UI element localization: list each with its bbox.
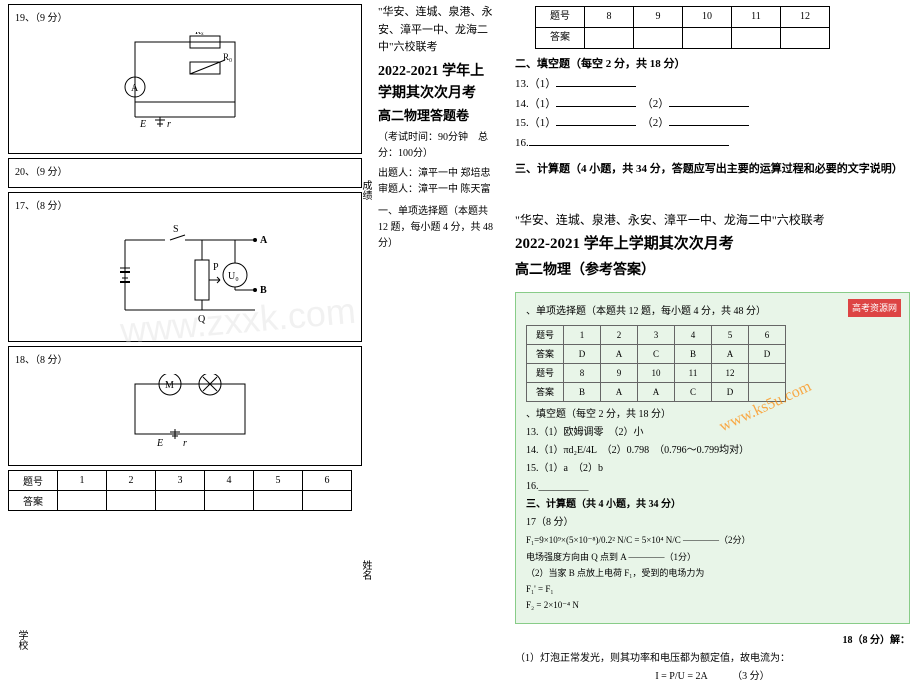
q19-label: 19、（9 分） <box>15 9 355 24</box>
q17-label: 17、（8 分） <box>15 197 355 212</box>
svg-text:r: r <box>167 119 171 130</box>
circuit-17: S A P Q U₀ B <box>15 220 355 333</box>
svg-text:M: M <box>165 380 174 391</box>
vlabel-school: 学校 <box>14 630 29 650</box>
svg-text:E: E <box>139 119 146 130</box>
exam-subject: 高二物理答题卷 <box>378 106 496 127</box>
ans-17-4: F₁' = F₁ <box>526 581 899 597</box>
circuit-18: M E r <box>15 374 355 457</box>
answer-sheet-left: 19、（9 分） A Rₓ R₀ E r 20、（9 <box>0 0 370 651</box>
question-20-box: 20、（9 分） <box>8 158 362 188</box>
top-answer-table: 题号 8 9 10 11 12 答案 <box>535 6 830 49</box>
svg-text:P: P <box>213 262 219 273</box>
answer-title: 2022-2021 学年上学期其次次月考 <box>515 231 910 258</box>
ans-17-5: F₂ = 2×10⁻⁴ N <box>526 597 899 613</box>
svg-text:Q: Q <box>198 314 206 325</box>
ans-17-3: （2）当家 B 点放上电荷 F₁，受到的电场力为 <box>526 565 899 581</box>
section2-title: 二、填空题（每空 2 分，共 18 分） <box>515 55 910 75</box>
svg-text:Rₓ: Rₓ <box>195 32 204 36</box>
answer-subject: 高二物理（参考答案） <box>515 258 910 283</box>
ans-section1: 、单项选择题（本题共 12 题，每小题 4 分，共 48 分） <box>526 303 899 321</box>
svg-text:B: B <box>260 285 267 296</box>
q20-label: 20、（9 分） <box>15 163 355 178</box>
vlabel-name: 姓名 <box>358 560 373 580</box>
ans-17-head: 17（8 分） <box>526 514 899 532</box>
svg-text:R₀: R₀ <box>223 52 232 62</box>
q15-line: 15.（1） （2） <box>515 114 910 134</box>
author1: 出题人：漳平一中 郑培忠 <box>378 166 496 182</box>
svg-text:S: S <box>173 224 179 235</box>
q14-line: 14.（1） （2） <box>515 95 910 115</box>
section3-title: 三、计算题（4 小题，共 34 分，答题应写出主要的运算过程和必要的文字说明） <box>515 160 910 180</box>
q18-label: 18、（8 分） <box>15 351 355 366</box>
ans-15: 15.（1）a （2）b <box>526 460 899 478</box>
circuit-19: A Rₓ R₀ E r <box>15 32 355 145</box>
ans-17-2: 电场强度方向由 Q 点到 A ————（1分） <box>526 549 899 565</box>
right-panel: 题号 8 9 10 11 12 答案 二、填空题（每空 2 分，共 18 分） … <box>505 0 920 651</box>
exam-title: 2022-2021 学年上学期其次次月考 <box>378 61 496 106</box>
section1-title: 一、单项选择题（本题共 12 题，每小题 4 分，共 48 分） <box>378 204 496 252</box>
q13-line: 13.（1） <box>515 75 910 95</box>
ans-section3: 三、计算题（共 4 小题，共 34 分） <box>526 496 899 514</box>
question-19-box: 19、（9 分） A Rₓ R₀ E r <box>8 4 362 154</box>
ans-17-1: F₁=9×10⁹×(5×10⁻⁸)/0.2² N/C = 5×10⁴ N/C —… <box>526 532 899 548</box>
vlabel-score: 成绩 <box>358 180 373 200</box>
ans-section2: 、填空题（每空 2 分，共 18 分） <box>526 406 899 424</box>
answer-table-left: 题号 1 2 3 4 5 6 答案 <box>8 470 352 511</box>
ans-18-1: （1）灯泡正常发光，则其功率和电压都为额定值，故电流为： <box>515 650 910 668</box>
answer-header: "华安、连城、泉港、永安、漳平一中、龙海二中"六校联考 <box>515 210 910 232</box>
schools-header: "华安、连城、泉港、永安、漳平一中、龙海二中"六校联考 <box>378 4 496 57</box>
svg-text:E: E <box>156 438 163 449</box>
ans-18-2: I = P/U = 2A （3 分） <box>515 668 910 686</box>
resource-banner: 高考资源网 <box>848 299 901 317</box>
author2: 审题人：漳平一中 陈天富 <box>378 182 496 198</box>
question-18-box: 18、（8 分） M E r <box>8 346 362 466</box>
exam-info: （考试时间：90分钟 总分：100分） <box>378 130 496 162</box>
q16-line: 16. <box>515 134 910 154</box>
svg-text:r: r <box>183 438 187 449</box>
ans-16: 16.__________ <box>526 478 899 496</box>
ans-14: 14.（1）πd₂E/4L （2）0.798 （0.796～0.799均对） <box>526 442 899 460</box>
svg-text:A: A <box>260 235 268 246</box>
title-column: "华安、连城、泉港、永安、漳平一中、龙海二中"六校联考 2022-2021 学年… <box>372 0 502 651</box>
ans-13: 13.（1）欧姆调零 （2）小 <box>526 424 899 442</box>
answer-table-1: 题号12 3456 答案DA CBAD 题号89 101112 答案BA ACD <box>526 325 786 403</box>
svg-text:A: A <box>131 83 139 94</box>
svg-text:U₀: U₀ <box>228 271 239 282</box>
question-17-box: 17、（8 分） S A P Q U₀ <box>8 192 362 342</box>
answer-key-box: 高考资源网 、单项选择题（本题共 12 题，每小题 4 分，共 48 分） 题号… <box>515 292 910 625</box>
